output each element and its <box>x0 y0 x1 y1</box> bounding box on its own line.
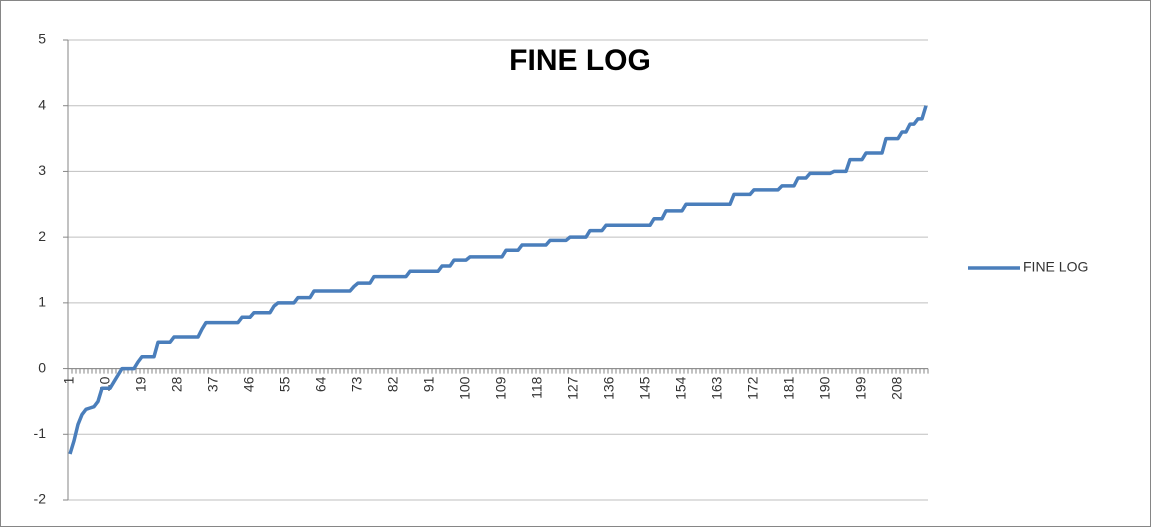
chart-title: FINE LOG <box>509 44 651 77</box>
x-tick-label: 172 <box>745 376 761 400</box>
x-tick-label: 163 <box>709 376 725 400</box>
x-tick-label: 37 <box>205 376 221 392</box>
y-tick-label: -2 <box>34 491 47 507</box>
y-tick-label: 4 <box>38 96 46 112</box>
y-tick-label: 0 <box>38 359 46 375</box>
x-tick-label: 118 <box>529 376 545 399</box>
x-tick-label: 19 <box>133 376 149 392</box>
x-tick-label: 190 <box>817 376 833 400</box>
y-tick-label: 3 <box>38 162 46 178</box>
x-tick-label: 1 <box>61 376 77 384</box>
data-line <box>68 105 928 455</box>
x-tick-label: 100 <box>457 376 473 400</box>
x-tick-label: 199 <box>853 376 869 400</box>
x-tick-label: 55 <box>277 376 293 392</box>
x-tick-label: 208 <box>889 376 905 400</box>
y-tick-label: -1 <box>34 425 47 441</box>
x-tick-label: 46 <box>241 376 257 392</box>
x-tick-label: 73 <box>349 376 365 392</box>
y-tick-label: 2 <box>38 228 46 244</box>
x-tick-label: 109 <box>493 376 509 400</box>
x-tick-label: 82 <box>385 376 401 392</box>
x-tick-label: 64 <box>313 376 329 392</box>
y-tick-label: 5 <box>38 31 46 47</box>
y-tick-label: 1 <box>38 294 46 310</box>
x-tick-label: 145 <box>637 376 653 400</box>
x-tick-label: 91 <box>421 376 437 392</box>
x-tick-label: 181 <box>781 376 797 400</box>
x-tick-label: 154 <box>673 376 689 400</box>
x-tick-label: 28 <box>169 376 185 392</box>
legend-label: FINE LOG <box>1023 259 1088 275</box>
x-tick-label: 127 <box>565 376 581 400</box>
x-tick-label: 136 <box>601 376 617 400</box>
